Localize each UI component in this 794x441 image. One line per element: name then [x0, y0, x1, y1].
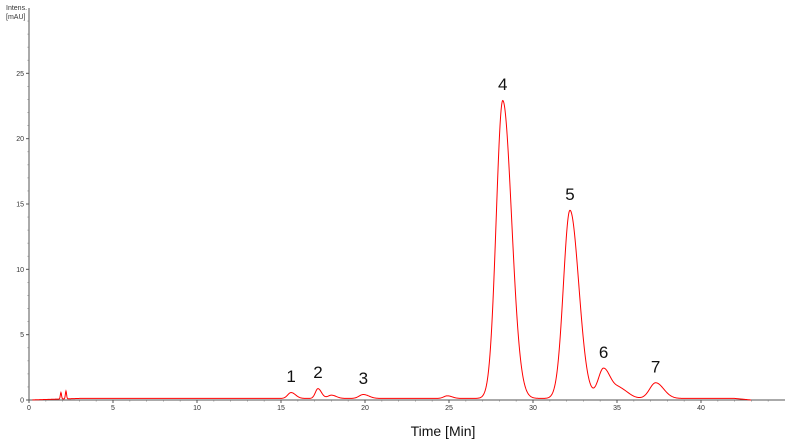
y-tick-label: 20	[16, 136, 24, 143]
peak-label-5: 5	[565, 185, 574, 204]
peak-label-2: 2	[313, 363, 322, 382]
chromatogram-trace	[32, 99, 752, 401]
y-tick-label: 15	[16, 202, 24, 209]
x-tick-label: 40	[697, 405, 705, 412]
peak-label-3: 3	[359, 369, 368, 388]
y-tick-label: 0	[20, 398, 24, 405]
peak-labels: 1 2 3 4 5 6 7	[286, 75, 660, 388]
peak-label-7: 7	[651, 357, 660, 376]
x-tick-label: 10	[193, 405, 201, 412]
y-axis-title-line-2: [mAU]	[6, 14, 26, 21]
peak-label-4: 4	[498, 75, 507, 94]
peak-label-6: 6	[599, 343, 608, 362]
y-tick-label: 5	[20, 332, 24, 339]
x-tick-label: 35	[613, 405, 621, 412]
peak-label-1: 1	[286, 367, 295, 386]
x-tick-label: 15	[277, 405, 285, 412]
y-tick-label: 25	[16, 71, 24, 78]
x-tick-label: 25	[445, 405, 453, 412]
x-tick-label: 30	[529, 405, 537, 412]
x-tick-label: 20	[361, 405, 369, 412]
x-axis-title: Time [Min]	[411, 423, 476, 439]
y-axis-title-line-1: Intens.	[6, 5, 27, 12]
y-tick-label: 10	[16, 267, 24, 274]
x-tick-label: 0	[27, 405, 31, 412]
x-tick-label: 5	[111, 405, 115, 412]
axes	[28, 8, 785, 401]
